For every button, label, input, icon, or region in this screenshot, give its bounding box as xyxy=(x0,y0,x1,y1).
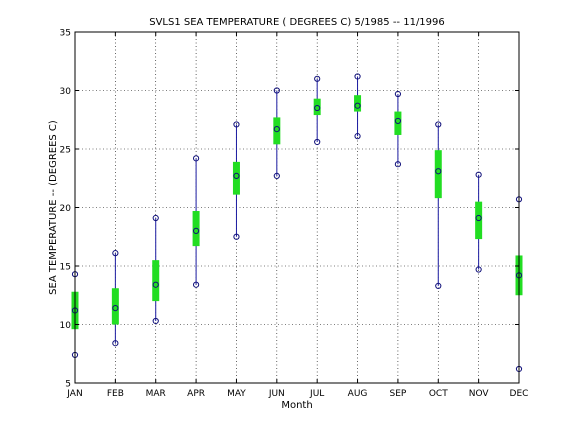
iqr-box xyxy=(273,117,281,145)
y-tick-label: 30 xyxy=(60,87,72,97)
x-tick-label: JUN xyxy=(268,389,285,399)
x-tick-label: JUL xyxy=(309,389,324,399)
iqr-box xyxy=(111,288,119,325)
max-marker xyxy=(394,90,402,98)
month-box-jul xyxy=(313,75,321,146)
y-tick-label: 5 xyxy=(65,380,71,390)
x-tick-label: DEC xyxy=(510,389,529,399)
max-marker xyxy=(475,171,482,178)
mean-marker xyxy=(354,102,361,109)
max-marker xyxy=(192,155,200,162)
min-marker xyxy=(233,233,240,240)
min-marker xyxy=(273,172,280,180)
month-box-sep xyxy=(394,90,402,168)
month-box-oct xyxy=(434,121,442,289)
x-tick-label: NOV xyxy=(469,389,490,399)
max-marker xyxy=(112,250,119,257)
x-tick-label: SEP xyxy=(389,389,406,399)
x-tick-label: MAY xyxy=(227,389,246,399)
mean-marker xyxy=(273,126,280,133)
y-tick-label: 25 xyxy=(60,146,71,156)
mean-marker xyxy=(233,172,240,180)
y-tick-label: 20 xyxy=(60,204,72,214)
min-marker xyxy=(475,266,482,273)
max-marker xyxy=(435,121,442,128)
month-box-mar xyxy=(152,214,160,325)
mean-marker xyxy=(394,117,402,125)
mean-marker xyxy=(112,305,119,312)
mean-marker xyxy=(314,104,321,112)
x-tick-label: MAR xyxy=(146,389,166,399)
iqr-box xyxy=(152,260,160,302)
y-axis-label: SEA TEMPERATURE -- (DEGREES C) xyxy=(48,120,59,295)
max-marker xyxy=(152,214,159,222)
max-marker xyxy=(273,87,280,94)
month-box-feb xyxy=(111,250,119,347)
y-tick-label: 10 xyxy=(60,321,72,331)
min-marker xyxy=(192,281,200,288)
x-tick-label: OCT xyxy=(429,389,448,399)
month-box-apr xyxy=(192,155,200,288)
max-marker xyxy=(233,121,240,128)
month-box-aug xyxy=(354,73,362,140)
x-tick-label: FEB xyxy=(107,389,124,399)
mean-marker xyxy=(435,168,442,175)
min-marker xyxy=(112,340,119,347)
iqr-box xyxy=(313,98,321,116)
min-marker xyxy=(314,138,321,146)
month-box-jun xyxy=(273,87,281,180)
min-marker xyxy=(354,133,361,140)
max-marker xyxy=(354,73,361,80)
mean-marker xyxy=(475,214,482,222)
max-marker xyxy=(314,75,321,82)
x-tick-label: APR xyxy=(187,389,205,399)
mean-marker xyxy=(152,281,159,288)
chart-title: SVLS1 SEA TEMPERATURE ( DEGREES C) 5/198… xyxy=(149,17,445,28)
month-box-nov xyxy=(475,171,483,273)
x-tick-label: AUG xyxy=(348,389,368,399)
axis-ticks: 5 10 15 20 25 30 35 JAN FEB MAR APR MAY JUN JUL AUG SEP… xyxy=(60,29,529,400)
y-tick-label: 15 xyxy=(60,263,71,273)
min-marker xyxy=(152,317,159,325)
x-axis-label: Month xyxy=(281,400,312,411)
month-box-may xyxy=(232,121,240,240)
x-tick-label: JAN xyxy=(66,389,82,399)
y-tick-label: 35 xyxy=(60,29,71,39)
min-marker xyxy=(435,282,442,289)
min-marker xyxy=(394,161,402,168)
mean-marker xyxy=(192,227,200,234)
